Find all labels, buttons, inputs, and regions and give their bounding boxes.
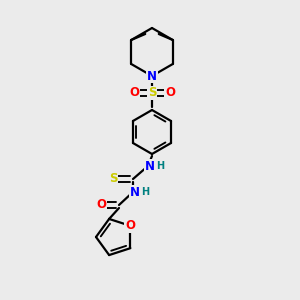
Text: H: H (156, 161, 164, 171)
Text: S: S (148, 86, 156, 100)
Text: O: O (165, 86, 175, 100)
Text: O: O (96, 199, 106, 212)
Text: S: S (109, 172, 117, 185)
Text: O: O (129, 86, 139, 100)
Text: H: H (141, 187, 149, 197)
Text: N: N (145, 160, 155, 172)
Text: O: O (125, 219, 135, 232)
Text: N: N (130, 185, 140, 199)
Text: N: N (147, 70, 157, 83)
